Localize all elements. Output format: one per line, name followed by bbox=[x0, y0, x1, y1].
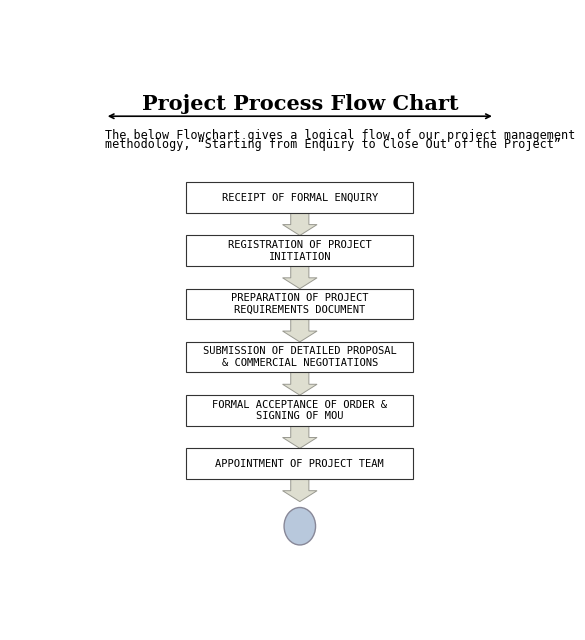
Polygon shape bbox=[283, 372, 317, 395]
Text: Project Process Flow Chart: Project Process Flow Chart bbox=[142, 94, 458, 114]
Polygon shape bbox=[283, 266, 317, 289]
Text: RECEIPT OF FORMAL ENQUIRY: RECEIPT OF FORMAL ENQUIRY bbox=[222, 193, 378, 202]
Polygon shape bbox=[283, 426, 317, 449]
Text: APPOINTMENT OF PROJECT TEAM: APPOINTMENT OF PROJECT TEAM bbox=[215, 459, 384, 468]
FancyBboxPatch shape bbox=[187, 449, 413, 479]
Text: SUBMISSION OF DETAILED PROPOSAL
& COMMERCIAL NEGOTIATIONS: SUBMISSION OF DETAILED PROPOSAL & COMMER… bbox=[203, 346, 397, 368]
FancyBboxPatch shape bbox=[187, 289, 413, 319]
Text: methodology, “Starting from Enquiry to Close Out of the Project”: methodology, “Starting from Enquiry to C… bbox=[105, 138, 561, 151]
Text: FORMAL ACCEPTANCE OF ORDER &
SIGNING OF MOU: FORMAL ACCEPTANCE OF ORDER & SIGNING OF … bbox=[212, 399, 387, 421]
Text: REGISTRATION OF PROJECT
INITIATION: REGISTRATION OF PROJECT INITIATION bbox=[228, 240, 371, 262]
Polygon shape bbox=[283, 479, 317, 502]
FancyBboxPatch shape bbox=[187, 182, 413, 213]
Ellipse shape bbox=[284, 508, 315, 545]
Polygon shape bbox=[283, 213, 317, 236]
FancyBboxPatch shape bbox=[187, 395, 413, 426]
Text: PREPARATION OF PROJECT
REQUIREMENTS DOCUMENT: PREPARATION OF PROJECT REQUIREMENTS DOCU… bbox=[231, 293, 369, 315]
Polygon shape bbox=[283, 319, 317, 342]
Text: The below Flowchart gives a logical flow of our project management: The below Flowchart gives a logical flow… bbox=[105, 129, 575, 143]
FancyBboxPatch shape bbox=[187, 236, 413, 266]
FancyBboxPatch shape bbox=[187, 342, 413, 372]
